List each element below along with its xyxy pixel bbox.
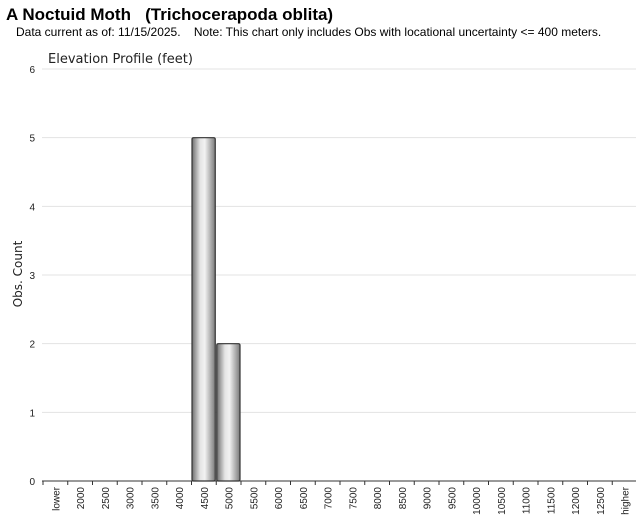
x-tick-label: 8000 [373,487,384,510]
x-tick-label: 9500 [447,487,458,510]
x-tick-label: 10000 [472,487,483,515]
y-tick-label: 6 [29,65,35,76]
x-tick-label: 2500 [101,487,112,510]
x-tick-label: higher [621,486,632,514]
x-tick-label: lower [51,486,62,511]
x-tick-label: 2000 [76,487,87,510]
x-tick-label: 6500 [299,487,310,510]
y-tick-label: 1 [29,408,35,419]
data-note: Data current as of: 11/15/2025. Note: Th… [16,25,602,39]
x-tick-label: 4500 [200,487,211,510]
bar-4500 [191,137,216,482]
y-axis-title: Obs. Count [11,240,25,307]
x-tick-label: 6000 [274,487,285,510]
x-tick-label: 11000 [522,487,533,515]
x-tick-label: 10500 [497,487,508,515]
y-tick-label: 4 [29,202,35,213]
x-tick-label: 12500 [596,487,607,515]
x-tick-label: 4000 [175,487,186,510]
page-title: A Noctuid Moth (Trichocerapoda oblita) [6,5,334,24]
y-tick-label: 2 [29,340,35,351]
x-tick-label: 7000 [324,487,335,510]
x-tick-label: 3000 [126,487,137,510]
x-tick-label: 8500 [398,487,409,510]
x-tick-label: 3500 [150,487,161,510]
y-tick-label: 0 [29,477,35,488]
chart-title: Elevation Profile (feet) [48,52,193,67]
x-tick-label: 7500 [348,487,359,510]
x-tick-label: 11500 [546,487,557,515]
y-tick-label: 3 [29,271,35,282]
x-tick-label: 9000 [423,487,434,510]
x-tick-label: 12000 [571,487,582,515]
bar-5000 [216,343,241,482]
x-tick-label: 5500 [249,487,260,510]
x-tick-label: 5000 [225,487,236,510]
y-tick-label: 5 [29,134,35,145]
